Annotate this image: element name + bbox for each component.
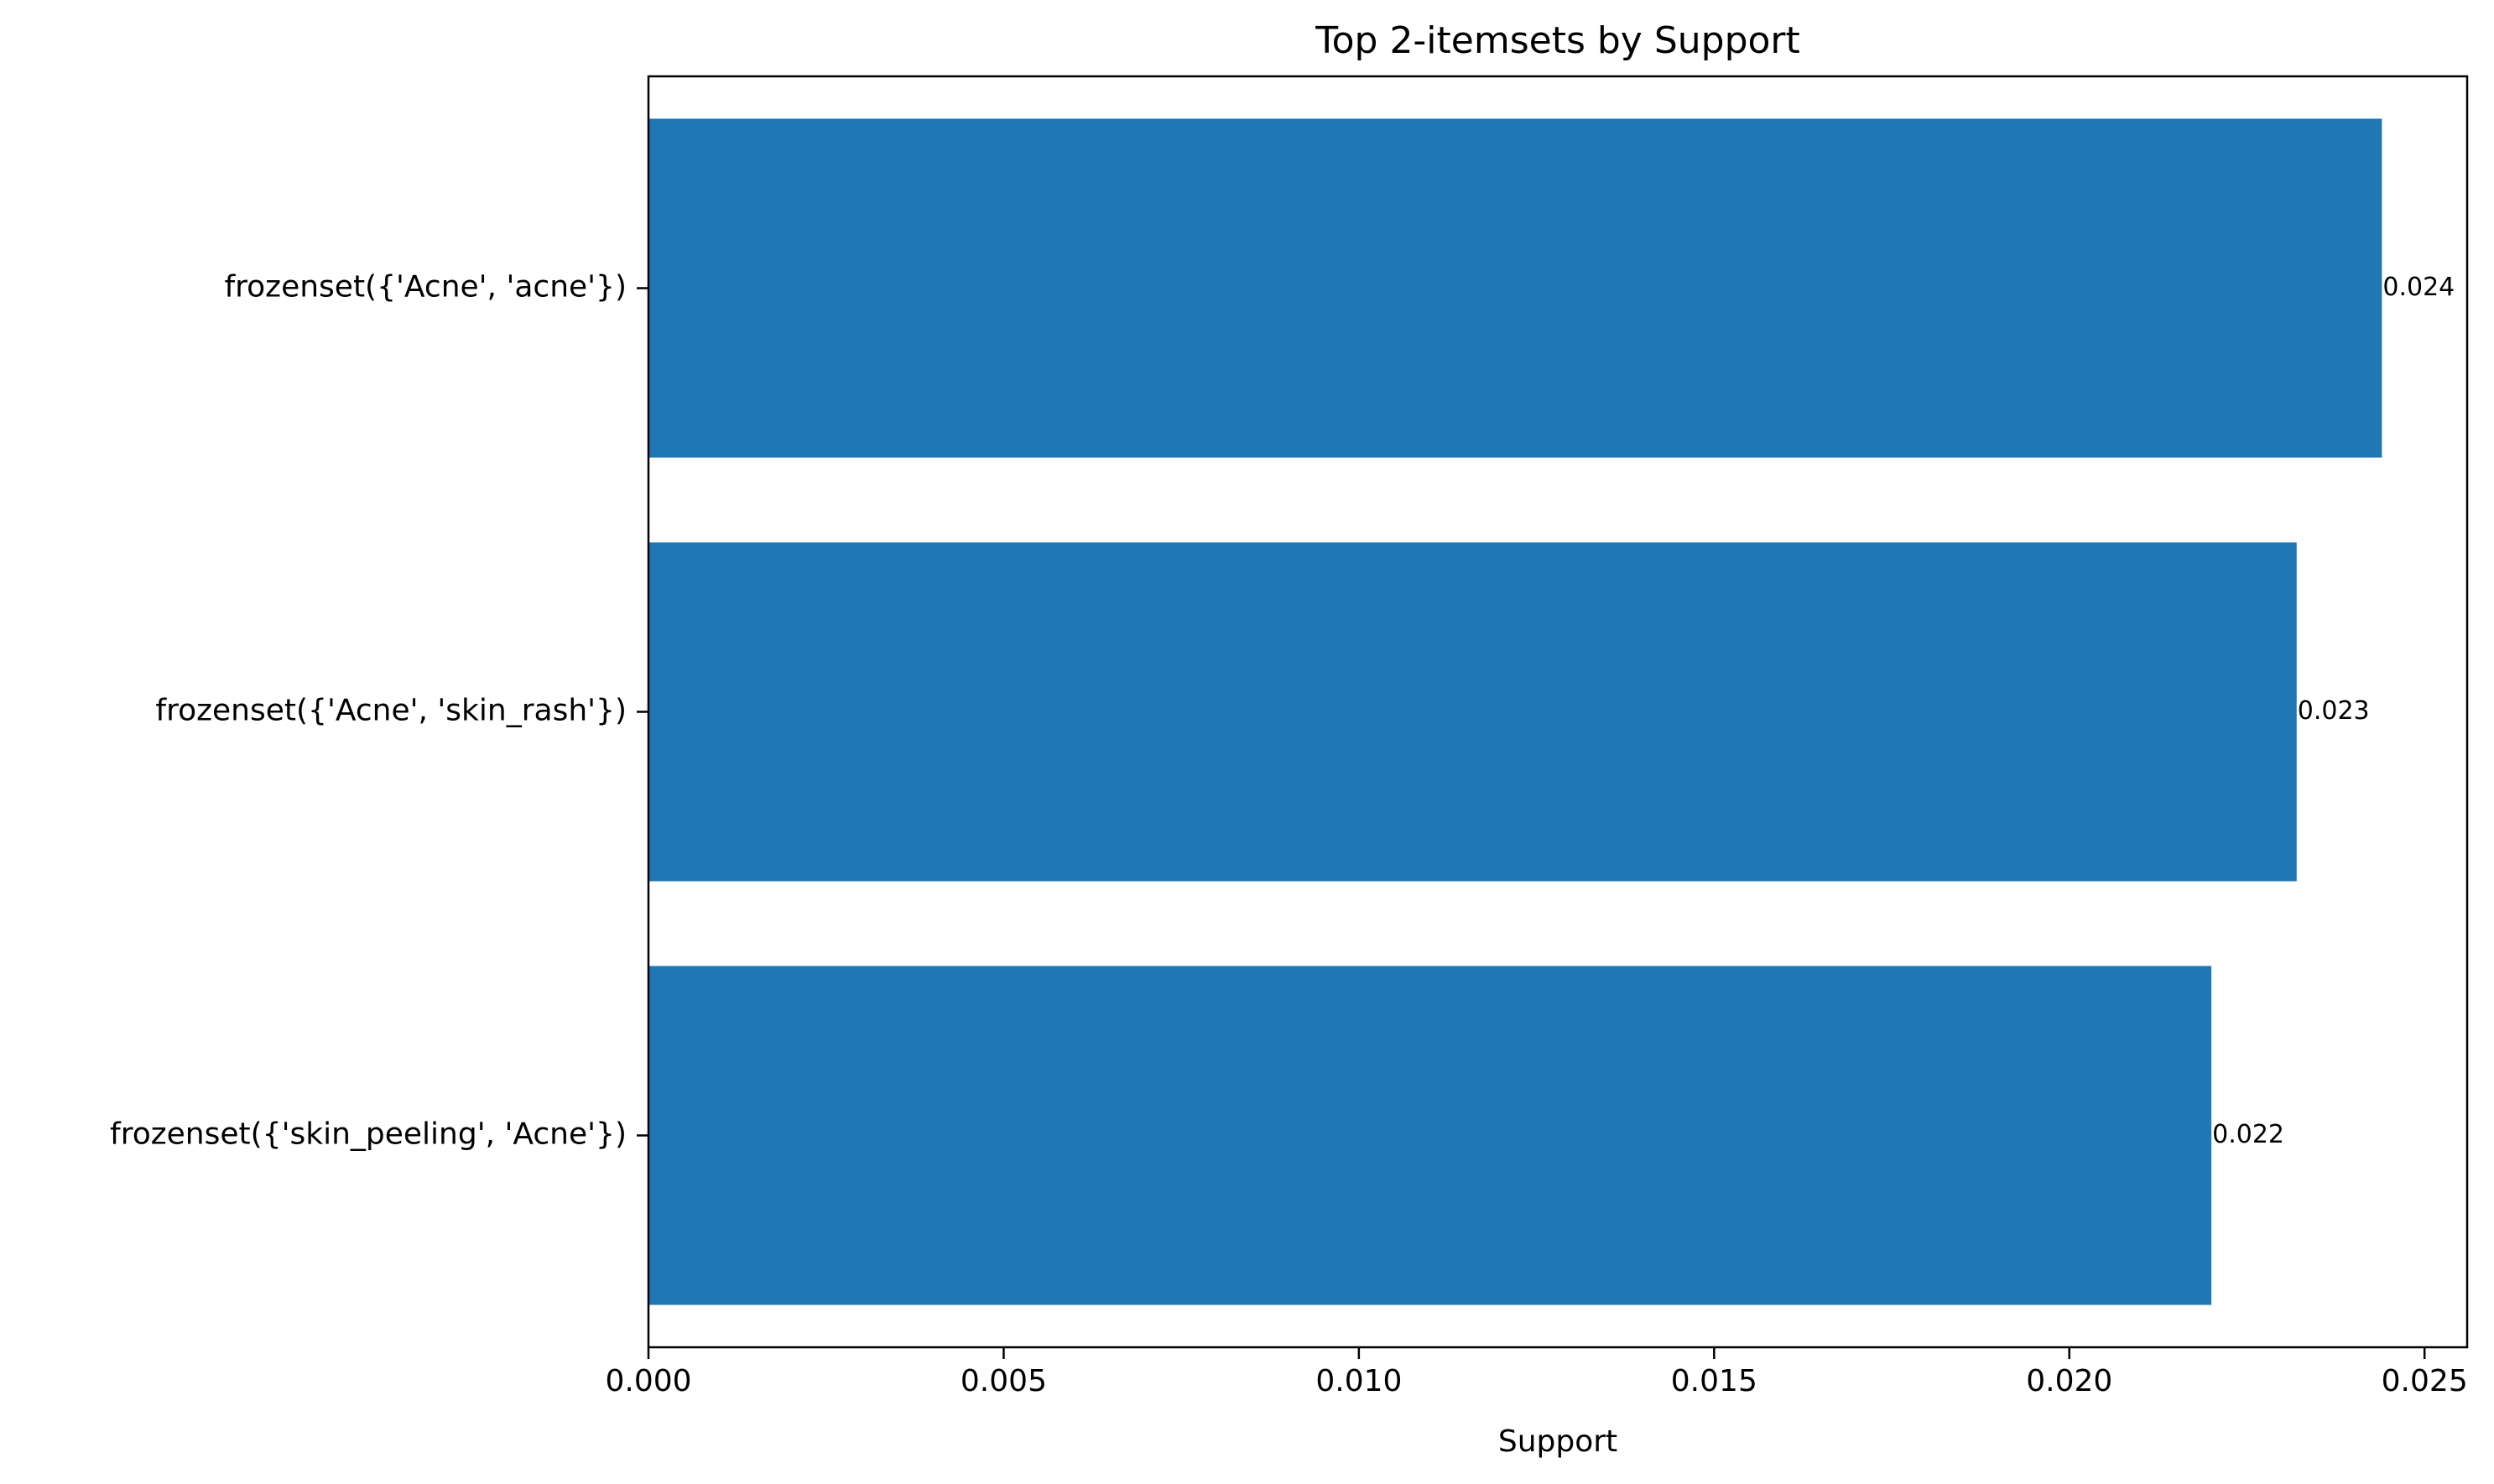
x-tick-label: 0.010 [1315,1364,1402,1398]
y-axis-ticks: frozenset({'Acne', 'acne'}) frozenset({'A… [110,270,648,1152]
bar-value-label: 0.022 [2212,1120,2284,1149]
x-axis-label: Support [1498,1424,1617,1459]
bar-value-label: 0.024 [2382,273,2455,302]
x-tick-label: 0.005 [961,1364,1047,1398]
x-axis-ticks: 0.000 0.005 0.010 0.015 0.020 0.025 [605,1347,2468,1398]
bar [648,966,2212,1305]
chart-title: Top 2-itemsets by Support [1315,19,1800,62]
bar-value-label: 0.023 [2298,696,2370,726]
x-tick-label: 0.025 [2382,1364,2468,1398]
bar [648,542,2297,882]
x-tick-label: 0.000 [605,1364,691,1398]
value-labels-layer: 0.024 0.023 0.022 [2212,273,2455,1149]
bars-layer [648,118,2382,1305]
bar [648,118,2382,458]
x-tick-label: 0.020 [2026,1364,2112,1398]
x-tick-label: 0.015 [1671,1364,1757,1398]
y-tick-label: frozenset({'Acne', 'acne'}) [224,270,627,305]
y-tick-label: frozenset({'Acne', 'skin_rash'}) [155,694,627,728]
plot-frame [647,75,2469,1349]
y-tick-label: frozenset({'skin_peeling', 'Acne'}) [110,1117,627,1152]
